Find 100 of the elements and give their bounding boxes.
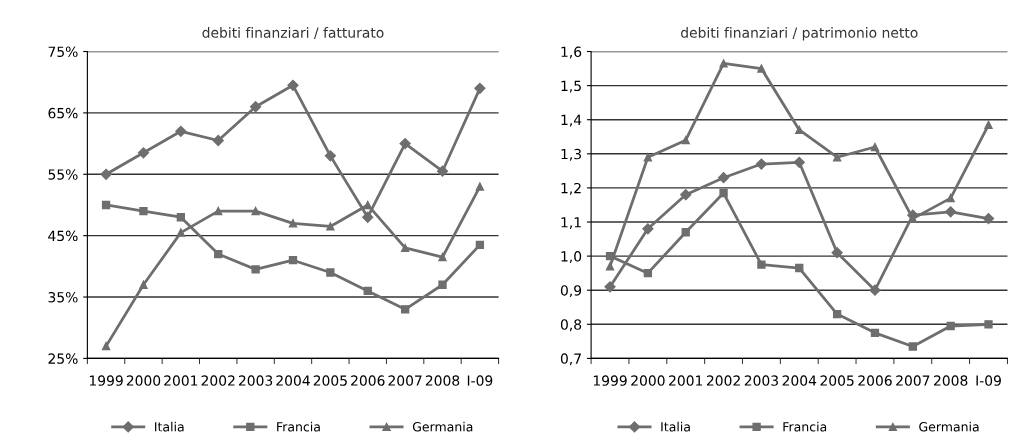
point <box>139 280 148 289</box>
y-tick-label: 1,3 <box>561 148 581 161</box>
legend-label: Italia <box>661 421 690 432</box>
y-tick-label: 55% <box>48 169 78 180</box>
point <box>982 212 995 225</box>
y-tick-label: 0,9 <box>560 285 582 298</box>
point <box>400 243 410 253</box>
y-tick-label: 0,7 <box>560 353 581 366</box>
chart-title: debiti finanziari / fatturato <box>202 27 384 39</box>
x-tick-label: I-09 <box>976 375 1001 386</box>
legend-label: Germania <box>412 421 473 432</box>
y-tick-label: 25% <box>48 353 78 364</box>
x-tick-label: 2008 <box>425 375 460 386</box>
y-tick-label: 45% <box>48 230 78 242</box>
point <box>946 193 955 203</box>
point <box>214 249 223 259</box>
point <box>100 168 112 180</box>
legend-label: Francia <box>783 421 827 432</box>
point <box>326 222 335 231</box>
point <box>101 341 111 351</box>
y-tick-label: 35% <box>48 291 78 303</box>
y-tick-label: 1,2 <box>561 182 581 195</box>
point <box>474 82 486 94</box>
point <box>176 213 186 222</box>
point <box>719 188 728 198</box>
point <box>946 321 955 331</box>
y-tick-label: 75% <box>48 46 78 57</box>
point <box>436 165 449 177</box>
x-tick-label: 2004 <box>276 375 310 386</box>
point <box>605 262 615 271</box>
point <box>249 101 262 113</box>
point <box>212 134 224 147</box>
point <box>288 256 298 265</box>
point <box>984 120 993 129</box>
point <box>795 263 804 273</box>
x-tick-label: 2003 <box>744 375 778 386</box>
x-tick-label: 2002 <box>201 375 235 386</box>
legend-label: Germania <box>919 421 979 432</box>
point <box>438 280 447 289</box>
point <box>137 147 150 159</box>
x-tick-label: 2005 <box>313 375 347 386</box>
y-tick-label: 65% <box>48 107 78 119</box>
point <box>643 153 653 162</box>
point <box>984 320 993 329</box>
x-tick-label: 2003 <box>238 375 273 386</box>
x-tick-label: 2000 <box>126 375 161 386</box>
point <box>362 211 374 223</box>
point <box>214 206 223 216</box>
legend-label: Francia <box>277 421 320 432</box>
point <box>680 189 692 201</box>
point <box>176 228 186 237</box>
point <box>681 228 690 237</box>
chart-title: debiti finanziari / patrimonio netto <box>681 27 918 41</box>
point <box>604 281 616 293</box>
point <box>288 219 298 228</box>
point <box>643 268 653 278</box>
point <box>870 328 880 337</box>
x-tick-label: 1999 <box>89 375 123 386</box>
x-tick-label: 2004 <box>782 375 817 386</box>
point <box>438 252 447 262</box>
y-tick-label: 0,8 <box>560 319 582 332</box>
point <box>400 305 410 314</box>
point <box>795 125 804 135</box>
point <box>251 265 260 274</box>
legend-label: Italia <box>155 421 184 432</box>
point <box>642 223 654 235</box>
y-tick-label: 1,6 <box>561 46 582 59</box>
x-tick-label: I-09 <box>467 375 493 386</box>
point <box>945 206 957 218</box>
y-tick-label: 1,4 <box>561 114 582 127</box>
point <box>831 247 843 259</box>
point <box>326 268 335 277</box>
point <box>832 153 842 162</box>
y-tick-label: 1,0 <box>561 251 582 263</box>
x-tick-label: 2001 <box>669 375 703 386</box>
point <box>832 309 842 319</box>
point <box>139 206 148 216</box>
point <box>363 200 372 210</box>
point <box>251 206 260 216</box>
point <box>175 125 187 137</box>
point <box>681 136 690 145</box>
point <box>101 200 111 210</box>
x-tick-label: 2006 <box>858 375 892 386</box>
point <box>870 142 880 152</box>
point <box>475 182 485 191</box>
point <box>719 59 728 68</box>
point <box>908 342 917 351</box>
x-tick-label: 2000 <box>631 375 665 386</box>
point <box>757 64 766 73</box>
y-tick-label: 1,1 <box>561 217 581 229</box>
point <box>324 150 336 162</box>
point <box>287 79 299 91</box>
x-tick-label: 2002 <box>706 375 740 386</box>
x-tick-label: 2006 <box>351 375 385 386</box>
point <box>475 240 485 250</box>
point <box>399 137 411 150</box>
point <box>793 156 805 168</box>
x-tick-label: 2008 <box>934 375 968 386</box>
point <box>757 260 766 269</box>
point <box>717 172 730 184</box>
